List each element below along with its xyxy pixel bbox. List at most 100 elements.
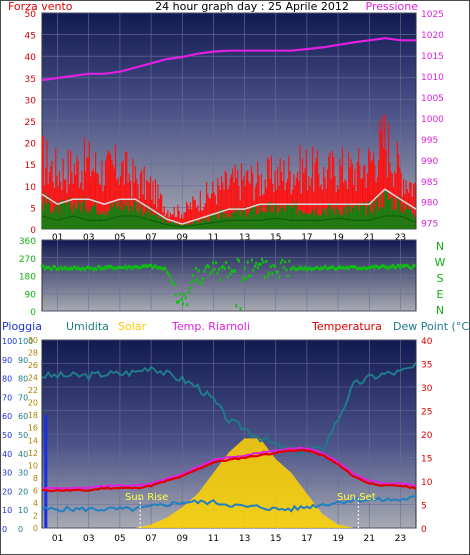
temperature-lines: [41, 362, 417, 528]
pressure-tick-label: 1005: [421, 94, 444, 104]
humidity-tick-label: 80: [18, 375, 28, 384]
temperature-tick-label: 40: [421, 337, 433, 347]
sun-rise-label: Sun Rise: [125, 492, 168, 503]
wind-tick-label: 0: [30, 226, 36, 236]
hour-tick-label: 05: [114, 534, 125, 544]
rain-tick-label: 20: [2, 487, 12, 496]
pressure-tick-label: 975: [421, 220, 438, 230]
hour-tick-label: 09: [177, 233, 189, 243]
temperature-tick-label: 5: [421, 502, 427, 512]
rain-tick-label: 60: [2, 412, 12, 421]
humidity-tick-label: 70: [18, 393, 28, 402]
humidity-tick-label: 60: [18, 412, 28, 421]
average-speed-line: [41, 188, 417, 225]
rain-tick-label: 10: [2, 506, 12, 515]
hour-tick-label: 15: [270, 233, 281, 243]
humidity-tick-label: 20: [18, 487, 28, 496]
solar-tick-label: 14: [28, 436, 38, 445]
pressure-tick-label: 1025: [421, 10, 444, 20]
humidity-tick-label: 0: [18, 525, 23, 534]
hour-tick-label: 17: [301, 233, 312, 243]
humidity-tick-label: 10: [18, 506, 28, 515]
heat-index-line: [41, 446, 417, 490]
pressure-line: [41, 37, 416, 82]
hour-tick-label: 13: [239, 233, 250, 243]
solar-tick-label: 18: [28, 411, 38, 420]
pressure-tick-label: 995: [421, 136, 438, 146]
wind-lines: [41, 37, 417, 228]
humidity-tick-label: 100: [18, 337, 33, 346]
rain-tick-label: 30: [2, 469, 12, 478]
hour-tick-label: 01: [52, 233, 63, 243]
hour-tick-label: 19: [332, 233, 344, 243]
hour-tick-label: 23: [395, 534, 406, 544]
compass-label: N: [436, 304, 444, 317]
solar-tick-label: 16: [28, 424, 38, 433]
solar-tick-label: 12: [28, 449, 38, 458]
rain-tick-label: 90: [2, 356, 12, 365]
direction-tick-label: 270: [19, 255, 36, 265]
temperature-tick-label: 30: [421, 384, 433, 394]
compass-label: W: [435, 256, 446, 269]
humidity-tick-label: 50: [18, 431, 28, 440]
direction-tick-label: 0: [30, 308, 36, 318]
rain-axis-title: Pioggia: [2, 320, 42, 333]
hour-tick-label: 07: [145, 534, 156, 544]
solar-tick-label: 6: [33, 486, 38, 495]
hour-tick-label: 03: [83, 233, 94, 243]
rain-tick-label: 100: [2, 337, 17, 346]
solar-tick-label: 0: [33, 524, 38, 533]
wind-tick-label: 40: [25, 53, 37, 63]
compass-label: E: [437, 288, 444, 301]
direction-points: [41, 257, 416, 311]
wind-tick-label: 35: [25, 75, 36, 85]
humidity-tick-label: 90: [18, 356, 28, 365]
hour-tick-label: 07: [145, 233, 156, 243]
humidity-tick-label: 30: [18, 469, 28, 478]
solar-tick-label: 8: [33, 474, 38, 483]
hour-tick-label: 23: [395, 233, 406, 243]
heat-axis-title: Temp. Riarnoli: [171, 320, 250, 333]
direction-tick-label: 90: [25, 290, 37, 300]
compass-label: N: [436, 240, 444, 253]
pressure-tick-label: 1015: [421, 52, 444, 62]
wind-tick-label: 50: [25, 10, 37, 20]
rain-tick-label: 50: [2, 431, 12, 440]
solar-tick-label: 28: [28, 349, 38, 358]
rain-bar: [44, 415, 48, 528]
temperature-tick-label: 10: [421, 478, 433, 488]
wind-tick-label: 25: [25, 118, 36, 128]
pressure-tick-label: 1000: [421, 115, 444, 125]
solar-tick-label: 10: [28, 461, 38, 470]
wind-tick-label: 5: [30, 204, 36, 214]
temperature-line: [41, 448, 417, 493]
solar-axis-title: Solar: [118, 320, 147, 333]
temperature-tick-label: 0: [421, 525, 427, 535]
wind-tick-label: 10: [25, 183, 37, 193]
dewpoint-axis-title: Dew Point (°C): [393, 320, 470, 333]
hour-tick-label: 05: [114, 233, 125, 243]
pressure-tick-label: 1020: [421, 31, 444, 41]
hour-tick-label: 13: [239, 534, 250, 544]
solar-tick-label: 22: [28, 386, 38, 395]
temperature-tick-label: 35: [421, 361, 432, 371]
solar-tick-label: 24: [28, 374, 38, 383]
solar-tick-label: 4: [33, 499, 38, 508]
direction-panel-grid: [42, 239, 416, 312]
rain-tick-label: 70: [2, 393, 12, 402]
dewpoint-line: [41, 495, 416, 513]
direction-tick-label: 360: [19, 237, 36, 247]
temperature-tick-label: 25: [421, 408, 432, 418]
pressure-tick-label: 980: [421, 199, 438, 209]
chart-title: 24 hour graph day : 25 Aprile 2012: [155, 0, 349, 13]
wind-speed-line: [41, 215, 417, 228]
hour-tick-label: 21: [364, 534, 375, 544]
hour-tick-label: 01: [52, 534, 63, 544]
humidity-axis-title: Umidita: [66, 320, 109, 333]
hour-tick-label: 09: [177, 534, 189, 544]
hour-tick-label: 17: [301, 534, 312, 544]
pressure-axis-title: Pressione: [366, 0, 419, 13]
sun-set-label: Sun Set: [337, 492, 376, 503]
pressure-tick-label: 985: [421, 178, 438, 188]
